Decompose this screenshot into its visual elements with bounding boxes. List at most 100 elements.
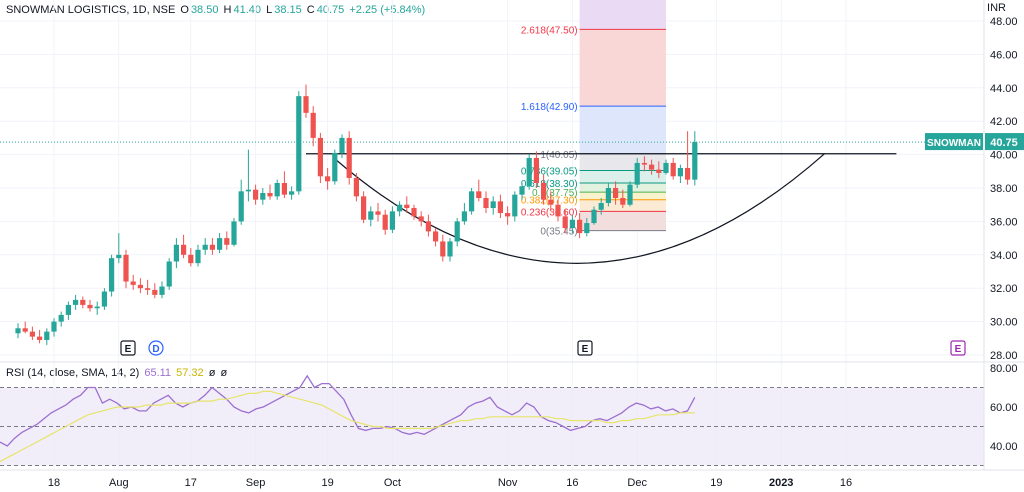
price-tick-label: 46.00 (990, 49, 1018, 61)
fib-level-label: 2.618(47.50) (521, 25, 578, 36)
candle-body (476, 191, 482, 199)
candle-body (159, 286, 165, 295)
candle-body (80, 299, 86, 305)
candle-body (605, 188, 611, 204)
time-tick-label: 19 (321, 477, 333, 489)
candle-body (382, 214, 388, 230)
candle-body (181, 244, 187, 255)
time-tick-label: Sep (246, 477, 266, 489)
candle-body (685, 167, 691, 180)
candle-body (663, 162, 669, 173)
symbol-title[interactable]: SNOWMAN LOGISTICS, 1D, NSE (6, 4, 176, 16)
candle-body (145, 288, 151, 290)
candle-body (44, 331, 50, 340)
candle-body (361, 196, 367, 220)
candle-body (317, 137, 323, 177)
candle-body (231, 221, 237, 245)
rsi-extra-1: ø (208, 367, 216, 379)
candle-body (641, 162, 647, 165)
candle-body (389, 211, 395, 230)
time-tick-label: Dec (627, 477, 647, 489)
candle-body (397, 204, 403, 212)
candle-body (440, 241, 446, 257)
candle-body (649, 164, 655, 170)
price-tag-value-bg (985, 133, 1024, 151)
candle-body (217, 238, 223, 250)
event-marker-label: E (955, 344, 962, 355)
close-label: C (306, 4, 315, 16)
candle-body (152, 289, 158, 295)
candle-body (418, 216, 424, 222)
candle-body (505, 213, 511, 217)
candle-body (692, 142, 698, 180)
low-label: L (266, 4, 273, 16)
candle-body (461, 211, 467, 222)
fib-level-label: 0.786(39.05) (521, 166, 578, 177)
rsi-value: 65.11 (144, 367, 172, 379)
candle-body (656, 169, 662, 173)
earnings-marker (577, 340, 593, 356)
candle-body (274, 182, 280, 197)
price-tick-label: 44.00 (990, 83, 1018, 95)
candle-body (548, 199, 554, 205)
event-marker-label: E (125, 344, 132, 355)
price-tick-label: 48.00 (990, 16, 1018, 28)
candle-body (188, 254, 194, 264)
time-tick-label: Nov (498, 477, 518, 489)
fib-zone (579, 182, 666, 193)
candle-body (497, 201, 503, 214)
candle-body (670, 162, 676, 177)
candle-body (22, 328, 28, 332)
candle-body (541, 182, 547, 200)
candle-body (51, 321, 57, 332)
candle-body (598, 203, 604, 210)
candle-body (109, 258, 115, 292)
candle-body (512, 194, 518, 217)
price-tick-label: 34.00 (990, 250, 1018, 262)
price-tick-label: 36.00 (990, 216, 1018, 228)
low-value: 38.15 (274, 4, 302, 16)
chart-header: SNOWMAN LOGISTICS, 1D, NSE O 38.50 H 41.40… (6, 4, 427, 16)
fib-level-label: 1.618(42.90) (521, 102, 578, 113)
candle-body (195, 249, 201, 264)
candle-body (454, 221, 460, 242)
rsi-title[interactable]: RSI (14, close, SMA, 14, 2) (6, 367, 140, 379)
candle-body (627, 184, 633, 205)
fib-zone (579, 170, 666, 183)
time-tick-label: 2023 (769, 477, 793, 489)
candle-body (447, 241, 453, 257)
candle-body (296, 96, 302, 192)
candle-body (15, 328, 21, 334)
price-tick-label: 38.00 (990, 183, 1018, 195)
price-tick-label: 40.00 (990, 150, 1018, 162)
candle-body (37, 336, 43, 340)
rsi-sma-value: 57.32 (176, 367, 204, 379)
candle-body (677, 167, 683, 177)
candle-body (260, 193, 266, 200)
candle-body (555, 204, 561, 217)
candle-body (346, 137, 352, 178)
candle-body (73, 299, 79, 305)
rsi-tick-label: 40.00 (990, 441, 1018, 453)
open-value: 38.50 (190, 4, 219, 16)
candle-body (375, 211, 381, 215)
close-value: 40.75 (316, 4, 345, 16)
fib-zone (579, 0, 666, 30)
price-tag: SNOWMAN 40.75 (925, 133, 1024, 151)
fib-level-label: 0(35.45) (540, 227, 577, 238)
rsi-tick-label: 60.00 (990, 402, 1018, 414)
candle-body (87, 304, 93, 309)
fib-level-label: 0.618(38.30) (521, 179, 578, 190)
fib-zone (579, 211, 666, 231)
candle-body (289, 191, 295, 195)
price-tick-label: 28.00 (990, 350, 1018, 362)
candle-body (634, 162, 640, 185)
candle-body (368, 211, 374, 220)
price-tick-label: 32.00 (990, 283, 1018, 295)
price-tag-symbol: SNOWMAN (927, 138, 981, 149)
candle-body (332, 152, 338, 182)
candle-body (310, 112, 316, 138)
candle-body (569, 219, 575, 229)
fib-level-label: 0.236(36.60) (521, 207, 578, 218)
